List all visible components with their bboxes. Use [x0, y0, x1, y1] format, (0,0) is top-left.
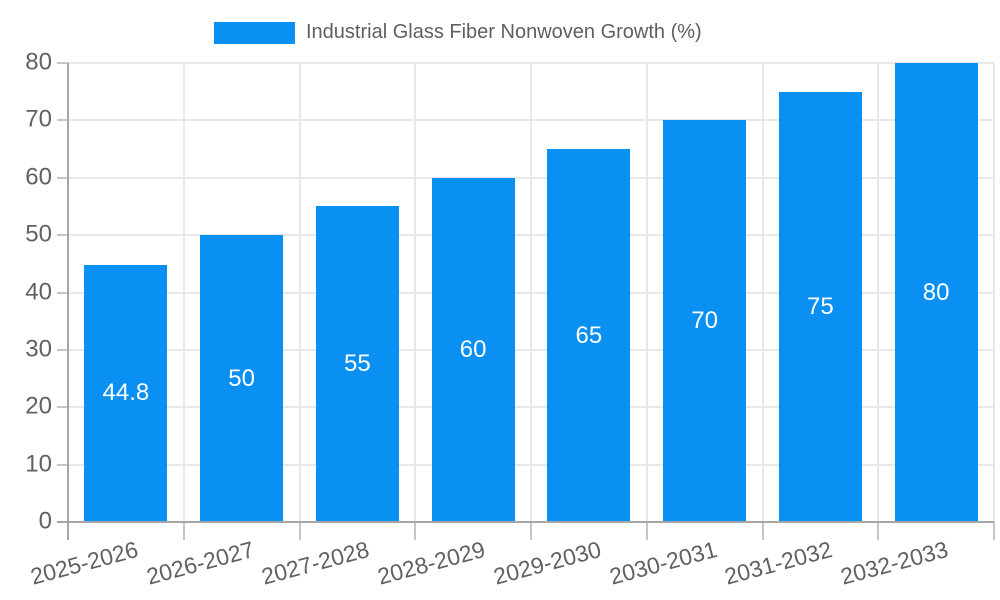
x-tick-label: 2029-2030 [490, 536, 604, 590]
x-tick-label: 2030-2031 [606, 536, 720, 590]
v-gridline [993, 63, 995, 522]
y-tick-label: 20 [25, 392, 52, 420]
bar[interactable] [315, 206, 399, 522]
y-tick-mark [57, 119, 68, 122]
bar-value-label: 55 [344, 350, 371, 378]
x-tick-label: 2027-2028 [259, 536, 373, 590]
y-tick-label: 60 [25, 163, 52, 191]
v-gridline [877, 63, 880, 522]
chart-legend[interactable]: Industrial Glass Fiber Nonwoven Growth (… [214, 21, 702, 44]
v-gridline [298, 63, 301, 522]
plot-area: 0 10 20 30 40 50 60 70 80 44.8 50 55 60 65 70 75 80 2025-… [25, 48, 995, 590]
bar-value-label: 60 [459, 335, 487, 363]
y-tick-label: 30 [25, 335, 52, 363]
y-tick-mark [57, 291, 68, 294]
y-tick-label: 80 [25, 48, 52, 76]
y-tick-label: 0 [38, 507, 52, 535]
y-tick-mark [57, 176, 68, 179]
y-axis-line [67, 63, 69, 522]
x-tick-mark [530, 522, 532, 540]
bar[interactable] [200, 235, 284, 522]
x-tick-mark [67, 522, 69, 540]
v-gridline [530, 63, 532, 522]
bar-value-label: 80 [922, 278, 950, 306]
x-tick-label: 2028-2029 [374, 536, 488, 590]
v-gridline [182, 63, 185, 522]
bar[interactable] [663, 120, 747, 522]
bar-value-label: 50 [228, 364, 255, 392]
y-tick-mark [57, 348, 68, 351]
y-tick-mark [57, 463, 68, 466]
bar-value-label: 75 [807, 292, 834, 320]
v-gridline [414, 63, 417, 522]
x-tick-mark [182, 522, 185, 540]
bar[interactable] [778, 91, 862, 522]
y-tick-mark [57, 234, 68, 237]
x-tick-label: 2031-2032 [722, 536, 836, 590]
y-tick-label: 70 [25, 105, 52, 133]
bar[interactable] [547, 149, 631, 522]
bar-value-label: 65 [575, 321, 603, 349]
bar[interactable] [894, 63, 978, 522]
y-tick-label: 10 [25, 450, 52, 478]
x-tick-mark [877, 522, 880, 540]
x-tick-mark [298, 522, 301, 540]
y-tick-label: 40 [25, 277, 52, 305]
x-tick-mark [414, 522, 417, 540]
legend-swatch [214, 21, 295, 44]
x-tick-label: 2032-2033 [837, 536, 951, 590]
x-tick-mark [645, 522, 648, 540]
y-tick-label: 50 [25, 220, 52, 248]
y-tick-mark [57, 406, 68, 409]
v-gridline [761, 63, 764, 522]
legend-label: Industrial Glass Fiber Nonwoven Growth (… [306, 21, 702, 43]
x-tick-mark [993, 522, 995, 540]
bar[interactable] [84, 264, 168, 522]
y-tick-mark [57, 62, 68, 64]
x-tick-label: 2025-2026 [27, 536, 141, 590]
x-tick-label: 2026-2027 [143, 536, 257, 590]
bar-value-label: 44.8 [102, 379, 150, 407]
bar[interactable] [431, 177, 515, 522]
x-tick-mark [761, 522, 764, 540]
bar-value-label: 70 [691, 307, 718, 335]
x-axis-line [58, 521, 994, 523]
v-gridline [645, 63, 648, 522]
